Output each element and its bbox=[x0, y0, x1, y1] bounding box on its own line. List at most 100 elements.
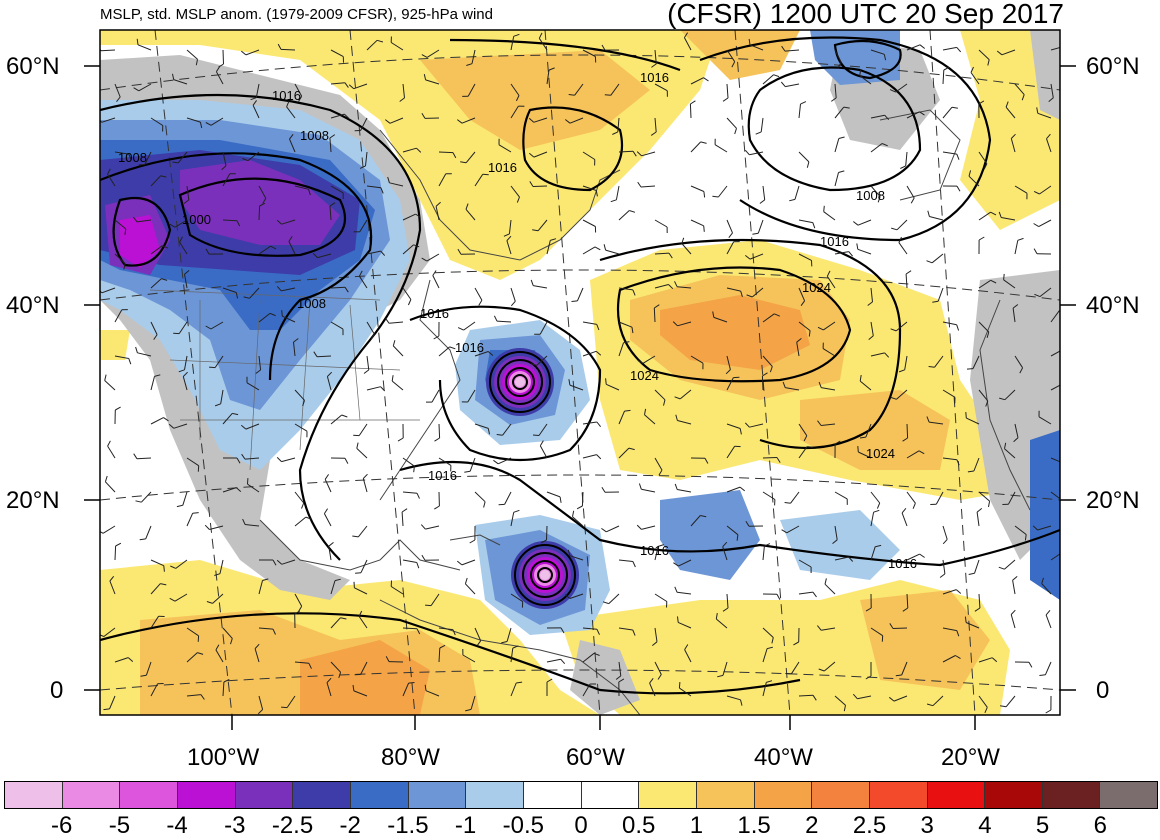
wind-barb bbox=[223, 50, 224, 64]
lon-label: 100°W bbox=[187, 744, 259, 772]
wind-barb-flag bbox=[1063, 349, 1068, 352]
wind-barb-flag bbox=[1062, 500, 1063, 506]
wind-barb-flag bbox=[625, 410, 631, 411]
cyclone-north bbox=[486, 348, 554, 416]
colorbar-label: -0.5 bbox=[503, 812, 544, 840]
colorbar-swatch bbox=[985, 782, 1043, 808]
colorbar-swatch bbox=[178, 782, 236, 808]
colorbar-swatch bbox=[466, 782, 524, 808]
lon-label: 80°W bbox=[381, 744, 440, 772]
wind-barb-flag bbox=[704, 226, 705, 232]
colorbar-swatch bbox=[639, 782, 697, 808]
wind-barb-flag bbox=[1004, 274, 1005, 280]
colorbar-swatch bbox=[870, 782, 928, 808]
wind-barb-flag bbox=[425, 605, 431, 606]
isobar-label: 1024 bbox=[802, 280, 831, 295]
wind-barb-flag bbox=[414, 466, 415, 472]
wind-barb-flag bbox=[678, 616, 679, 622]
wind-barb-flag bbox=[1065, 46, 1069, 50]
colorbar-label: 4 bbox=[978, 812, 991, 840]
colorbar-swatch bbox=[351, 782, 409, 808]
wind-barb bbox=[223, 220, 237, 221]
wind-barb-flag bbox=[497, 435, 503, 436]
colorbar-label: -5 bbox=[109, 812, 130, 840]
lon-label: 40°W bbox=[754, 744, 813, 772]
colorbar-label: 6 bbox=[1094, 812, 1107, 840]
isobar-label: 1016 bbox=[428, 468, 457, 483]
isobar-label: 1016 bbox=[640, 70, 669, 85]
colorbar-label: -1.5 bbox=[387, 812, 428, 840]
wind-barb-flag bbox=[1064, 463, 1065, 469]
colorbar-label: -2.5 bbox=[272, 812, 313, 840]
colorbar-label: -1 bbox=[455, 812, 476, 840]
wind-barb-flag bbox=[679, 682, 680, 688]
wind-barb bbox=[547, 526, 548, 540]
wind-barb-flag bbox=[1039, 675, 1045, 676]
wind-barb-flag bbox=[966, 412, 967, 418]
colorbar-swatch bbox=[697, 782, 755, 808]
colorbar-label: 1.5 bbox=[737, 812, 770, 840]
wind-barb-flag bbox=[209, 367, 215, 368]
isobar-label: 1000 bbox=[182, 212, 211, 227]
wind-barb-flag bbox=[409, 683, 415, 684]
isobar-label: 1016 bbox=[640, 543, 669, 558]
colorbar-label: 2 bbox=[805, 812, 818, 840]
wind-barb bbox=[582, 492, 583, 506]
colorbar-label: 0.5 bbox=[622, 812, 655, 840]
colorbar-label: -3 bbox=[224, 812, 245, 840]
wind-barb-flag bbox=[967, 369, 973, 370]
colorbar-swatch bbox=[582, 782, 640, 808]
colorbar-swatch bbox=[236, 782, 294, 808]
colorbar-swatch bbox=[293, 782, 351, 808]
wind-barb bbox=[762, 376, 763, 390]
wind-barb bbox=[654, 308, 655, 322]
wind-barb bbox=[439, 152, 453, 153]
colorbar-label: 3 bbox=[921, 812, 934, 840]
wind-barb-flag bbox=[282, 310, 283, 316]
wind-barb bbox=[281, 49, 295, 50]
isobar-label: 1016 bbox=[455, 340, 484, 355]
lat-label-left: 40°N bbox=[6, 292, 60, 320]
isobar-label: 1016 bbox=[272, 88, 301, 103]
wind-barb bbox=[317, 356, 331, 357]
lat-label-right: 20°N bbox=[1086, 487, 1140, 515]
colorbar-swatch bbox=[928, 782, 986, 808]
wind-barb bbox=[403, 628, 417, 629]
isobar-label: 1008 bbox=[856, 188, 885, 203]
isobar-label: 1008 bbox=[297, 296, 326, 311]
colorbar-swatch bbox=[409, 782, 467, 808]
wind-barb bbox=[533, 186, 547, 187]
wind-barb-flag bbox=[193, 513, 199, 514]
lat-label-right: 40°N bbox=[1086, 292, 1140, 320]
wind-barb-flag bbox=[785, 503, 791, 504]
lat-label-left: 20°N bbox=[6, 487, 60, 515]
isobar-label: 1008 bbox=[300, 128, 329, 143]
wind-barb-flag bbox=[569, 95, 575, 96]
wind-barb-flag bbox=[704, 192, 705, 198]
wind-barb bbox=[115, 546, 116, 560]
colorbar-swatch bbox=[5, 782, 63, 808]
colorbar-swatch bbox=[63, 782, 121, 808]
isobar-label: 1016 bbox=[888, 556, 917, 571]
colorbar-swatch bbox=[524, 782, 582, 808]
wind-barb-flag bbox=[858, 446, 859, 452]
isobar-label: 1008 bbox=[118, 150, 147, 165]
isobar-label: 1024 bbox=[630, 368, 659, 383]
wind-barb-flag bbox=[355, 573, 361, 574]
wind-barb-flag bbox=[605, 95, 611, 96]
isobar-label: 1024 bbox=[866, 446, 895, 461]
wind-barb-flag bbox=[965, 617, 966, 623]
lat-label-left: 60°N bbox=[6, 53, 60, 81]
wind-barb-flag bbox=[606, 378, 607, 384]
colorbar-label: 0 bbox=[574, 812, 587, 840]
colorbar-swatch bbox=[1100, 782, 1157, 808]
wind-barb-flag bbox=[533, 435, 539, 436]
colorbar-swatch bbox=[755, 782, 813, 808]
wind-barb-flag bbox=[104, 709, 110, 710]
wind-barb-flag bbox=[824, 206, 825, 212]
colorbar-label: 2.5 bbox=[853, 812, 886, 840]
lat-label-right: 0 bbox=[1096, 677, 1109, 705]
lat-label-right: 60°N bbox=[1086, 53, 1140, 81]
wind-barb bbox=[907, 424, 908, 438]
